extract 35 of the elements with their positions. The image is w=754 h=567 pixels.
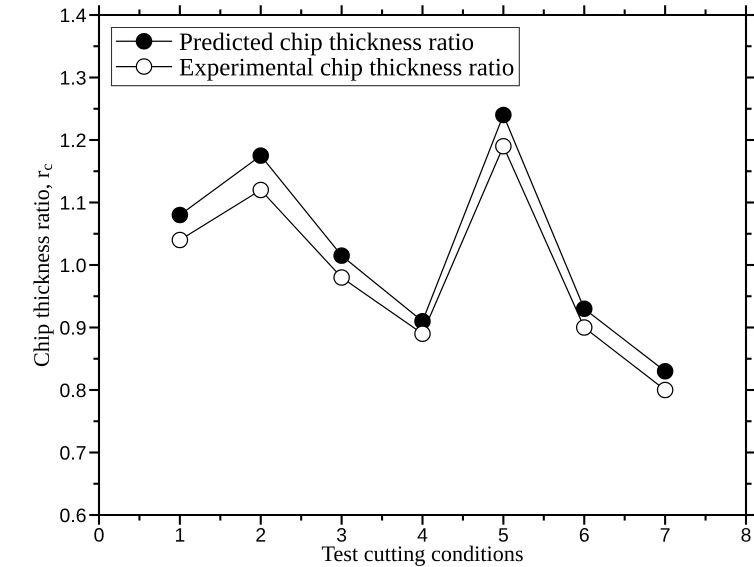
y-tick-label: 1.0 xyxy=(60,258,86,272)
y-tick-label: 1.2 xyxy=(60,133,86,148)
y-axis-title: Chip thickness ratio, r$_{c}$ xyxy=(33,164,54,366)
point xyxy=(576,319,593,336)
y-tick-label: 0.6 xyxy=(60,508,86,522)
point xyxy=(576,300,593,318)
x-tick-label: 0 xyxy=(94,528,104,542)
x-tick-label: 8 xyxy=(741,528,751,542)
x-tick-label: 5 xyxy=(498,528,508,542)
point xyxy=(172,206,188,224)
y-tick-label: 0.8 xyxy=(60,383,86,398)
x-axis-title: Test cutting conditions xyxy=(322,546,523,566)
point xyxy=(495,106,512,124)
point xyxy=(656,362,674,380)
point xyxy=(252,147,270,164)
legend-label: Experimental chip thickness ratio xyxy=(180,58,514,81)
y-tick-label: 1.1 xyxy=(60,196,86,210)
x-tick-label: 3 xyxy=(336,528,346,542)
point xyxy=(172,232,188,248)
point xyxy=(333,269,350,286)
point xyxy=(333,247,350,264)
point xyxy=(656,382,674,398)
x-tick-label: 4 xyxy=(418,528,428,542)
y-tick-label: 1.3 xyxy=(60,70,86,85)
legend-label: Predicted chip thickness ratio xyxy=(180,32,474,56)
y-tick-label: 1.4 xyxy=(60,8,86,22)
y-tick-label: 0.7 xyxy=(60,446,86,460)
point xyxy=(414,325,431,342)
x-tick-label: 6 xyxy=(580,528,589,542)
x-tick-label: 7 xyxy=(660,528,670,542)
y-tick-label: 0.9 xyxy=(60,320,86,335)
x-tick-label: 1 xyxy=(176,528,184,542)
point xyxy=(495,138,512,155)
point xyxy=(252,182,270,198)
x-tick-label: 2 xyxy=(256,528,266,542)
